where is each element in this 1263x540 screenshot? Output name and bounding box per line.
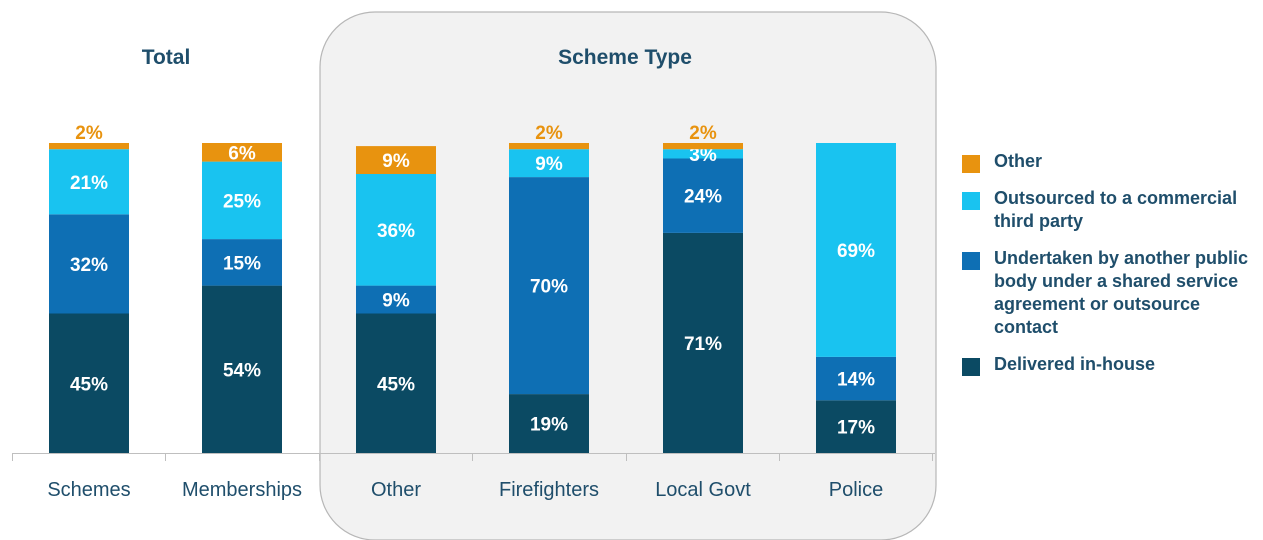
- data-label: 17%: [837, 418, 875, 439]
- bar-police-delivered-in-house: [816, 400, 896, 453]
- legend-swatch-public-body: [962, 252, 980, 270]
- data-label: 14%: [837, 370, 875, 391]
- bar-local-govt-delivered-in-house: [663, 232, 743, 453]
- data-label: 25%: [223, 191, 261, 212]
- data-label: 6%: [228, 143, 256, 164]
- bar-local-govt-outsourced-to-a-commercial-thi: [663, 149, 743, 159]
- scheme-type-panel: [319, 11, 937, 540]
- bar-firefighters-outsourced-to-a-commercial-thi: [509, 149, 589, 178]
- category-label: Police: [829, 479, 883, 501]
- legend-label-in-house: Delivered in-house: [994, 354, 1156, 374]
- bar-police-undertaken-by-another-public-b: [816, 356, 896, 401]
- bar-other-outsourced-to-a-commercial-thi: [356, 174, 436, 286]
- legend-label-public-body: Undertaken by another public body under …: [994, 248, 1249, 337]
- data-label: 21%: [70, 173, 108, 194]
- category-label: Firefighters: [499, 479, 599, 501]
- category-label: Other: [371, 479, 421, 501]
- bar-other-undertaken-by-another-public-b: [356, 285, 436, 314]
- bar-memberships-delivered-in-house: [202, 285, 282, 453]
- bar-police-outsourced-to-a-commercial-thi: [816, 143, 896, 357]
- category-label: Memberships: [182, 479, 302, 501]
- data-label: 69%: [837, 241, 875, 262]
- bars-layer: 45% 32% 21% 2% 54% 15% 25% 6% 45% 9% 36% 9% 19% 70% 9%…: [49, 123, 896, 453]
- data-label: 2%: [75, 123, 103, 144]
- legend-swatch-outsourced: [962, 192, 980, 210]
- legend-swatch-other: [962, 155, 980, 173]
- data-label: 9%: [382, 291, 410, 312]
- data-label: 36%: [377, 221, 415, 242]
- legend-item-public-body: Undertaken by another public body under …: [962, 247, 1262, 339]
- data-label: 19%: [530, 415, 568, 436]
- data-label: 24%: [684, 187, 722, 208]
- legend: Other Outsourced to a commercial third p…: [962, 150, 1262, 390]
- data-label: 9%: [382, 151, 410, 172]
- bar-local-govt-other: [663, 143, 743, 150]
- data-label: 32%: [70, 255, 108, 276]
- legend-item-in-house: Delivered in-house: [962, 353, 1262, 376]
- data-label: 45%: [377, 374, 415, 395]
- legend-swatch-in-house: [962, 358, 980, 376]
- data-label: 70%: [530, 277, 568, 298]
- data-label: 3%: [689, 145, 717, 166]
- bar-local-govt-undertaken-by-another-public-b: [663, 158, 743, 233]
- bar-memberships-undertaken-by-another-public-b: [202, 239, 282, 286]
- data-label: 71%: [684, 334, 722, 355]
- group-title-scheme-type: Scheme Type: [558, 46, 692, 69]
- bar-schemes-other: [49, 143, 129, 150]
- bar-memberships-other: [202, 143, 282, 162]
- bar-schemes-outsourced-to-a-commercial-thi: [49, 149, 129, 215]
- category-label: Schemes: [47, 479, 130, 501]
- bar-schemes-undertaken-by-another-public-b: [49, 214, 129, 314]
- bar-firefighters-delivered-in-house: [509, 394, 589, 453]
- data-label: 9%: [535, 154, 563, 175]
- bar-memberships-outsourced-to-a-commercial-thi: [202, 161, 282, 240]
- bar-other-delivered-in-house: [356, 313, 436, 453]
- x-axis: Schemes Memberships Other Firefighters Local…: [12, 453, 935, 501]
- bar-other-other: [356, 146, 436, 174]
- category-label: Local Govt: [655, 479, 751, 501]
- data-label: 45%: [70, 374, 108, 395]
- legend-item-outsourced: Outsourced to a commercial third party: [962, 187, 1262, 233]
- data-label: 15%: [223, 253, 261, 274]
- bar-schemes-delivered-in-house: [49, 313, 129, 453]
- legend-item-other: Other: [962, 150, 1262, 173]
- legend-label-other: Other: [994, 151, 1043, 171]
- legend-label-outsourced: Outsourced to a commercial third party: [994, 188, 1238, 231]
- bar-firefighters-other: [509, 143, 589, 150]
- data-label: 54%: [223, 360, 261, 381]
- data-label: 2%: [689, 123, 717, 144]
- group-title-total: Total: [142, 46, 191, 69]
- bar-firefighters-undertaken-by-another-public-b: [509, 177, 589, 395]
- data-label: 2%: [535, 123, 563, 144]
